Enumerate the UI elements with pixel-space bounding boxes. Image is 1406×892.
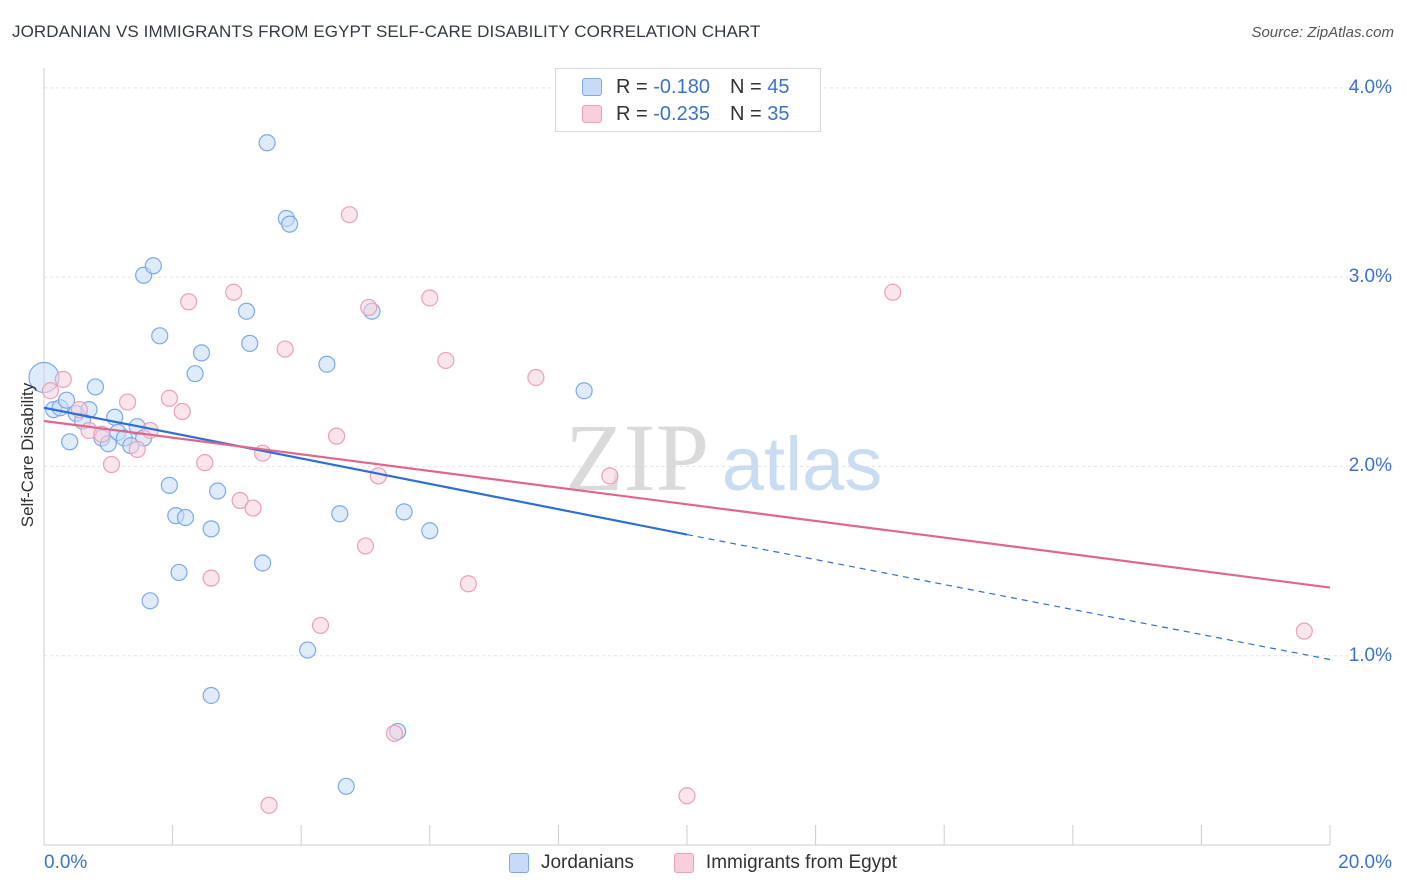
x-tick-label-min: 0.0% [44, 852, 88, 873]
legend-item-jordanians[interactable]: Jordanians [508, 852, 634, 874]
jordanian-point [241, 334, 259, 352]
egypt-point [360, 298, 378, 317]
watermark-zip: ZIP [565, 404, 709, 511]
egypt-point [180, 293, 198, 311]
jordanian-point [318, 355, 336, 373]
egypt-point [327, 427, 346, 445]
y-tick-label: 3.0% [1348, 266, 1392, 288]
egypt-point [311, 616, 330, 635]
legend-swatch-pink [582, 105, 602, 123]
jordanian-point [421, 522, 439, 540]
trend-lines [43, 406, 1331, 661]
egypt-point [601, 467, 619, 485]
series-legend: Jordanians Immigrants from Egypt [0, 852, 1406, 874]
jordanian-point [254, 554, 272, 572]
jordanian-point [160, 476, 178, 494]
egypt-point [160, 389, 178, 407]
egypt-point [41, 382, 60, 400]
egypt-point [276, 340, 294, 358]
y-tick-label: 2.0% [1348, 455, 1392, 477]
egypt-point [884, 283, 902, 301]
zipatlas-watermark: ZIP atlas [565, 404, 882, 511]
watermark-atlas: atlas [722, 422, 883, 507]
legend-n-label: N = [729, 102, 762, 125]
jordanian-point [258, 134, 276, 152]
legend-n-value: 45 [767, 75, 790, 98]
jordanian-point [176, 508, 195, 527]
egypt-point [260, 796, 278, 814]
egypt-point [54, 370, 72, 388]
egypt-point [225, 283, 243, 301]
jordanian-point [61, 433, 79, 451]
jordanian-point [170, 563, 188, 582]
jordanian-point [192, 344, 211, 362]
egypt-point [421, 289, 439, 307]
jordanian-point [57, 391, 76, 409]
x-tick-label-max: 20.0% [1338, 852, 1392, 873]
egypt-point [527, 368, 545, 387]
egypt-point [340, 206, 359, 224]
egypt-point [356, 537, 375, 555]
chart-title: JORDANIAN VS IMMIGRANTS FROM EGYPT SELF-… [12, 22, 761, 41]
axes [43, 68, 1331, 846]
legend-row-jordanians: R = -0.180 N = 45 [582, 75, 789, 99]
data-points [28, 134, 1313, 814]
y-tick-label: 1.0% [1348, 644, 1392, 666]
jordanian-point [144, 257, 162, 275]
egypt-point [231, 491, 249, 510]
legend-row-egypt: R = -0.235 N = 35 [582, 102, 789, 126]
y-tick-label: 4.0% [1348, 76, 1392, 98]
egypt-point [102, 455, 121, 474]
egypt-point [244, 499, 262, 517]
legend-n-label: N = [729, 75, 762, 98]
legend-r-value: -0.235 [653, 102, 710, 125]
legend-swatch-egypt [673, 853, 694, 873]
legend-swatch-blue [582, 78, 602, 96]
egypt-point [1295, 622, 1313, 640]
jordanian-point [141, 592, 159, 610]
jordanian-point [86, 378, 105, 396]
egypt-point [385, 724, 404, 742]
jordanian-point [202, 686, 220, 705]
legend-r-label: R = [616, 102, 648, 125]
jordanian-point [299, 641, 317, 659]
jordanian-point [281, 215, 299, 233]
egypt-point [202, 569, 220, 587]
legend-label-jordanians: Jordanians [540, 852, 634, 873]
legend-item-egypt[interactable]: Immigrants from Egypt [673, 852, 898, 874]
jordanian-point [331, 505, 349, 523]
egypt-point [128, 440, 146, 458]
jordanian-point [575, 382, 593, 400]
legend-r-label: R = [616, 75, 648, 98]
jordanian-point [337, 777, 355, 795]
jordanian-point [395, 503, 413, 521]
jordanian-trend-line [43, 406, 688, 536]
egypt-point [93, 425, 111, 443]
egypt-point [173, 402, 191, 421]
jordanian-point [209, 482, 227, 500]
egypt-point [196, 454, 214, 472]
legend-swatch-jordanians [508, 853, 529, 873]
jordanian-point [151, 327, 169, 345]
y-axis-label: Self-Care Disability [18, 382, 37, 528]
legend-n-value: 35 [767, 102, 790, 125]
legend-label-egypt: Immigrants from Egypt [705, 852, 898, 873]
jordanian-point [202, 520, 220, 538]
egypt-point [678, 787, 696, 805]
legend-r-value: -0.180 [653, 75, 710, 98]
egypt-trend-line [43, 419, 1331, 589]
egypt-point [459, 575, 477, 593]
egypt-point [437, 351, 455, 370]
jordanian-point [186, 365, 204, 383]
correlation-legend: R = -0.180 N = 45 R = -0.235 N = 35 [555, 68, 821, 132]
source-label: Source: ZipAtlas.com [1251, 24, 1394, 41]
egypt-point [118, 393, 137, 411]
jordanian-point [237, 302, 256, 320]
jordanian-trend-extension [686, 533, 1331, 661]
